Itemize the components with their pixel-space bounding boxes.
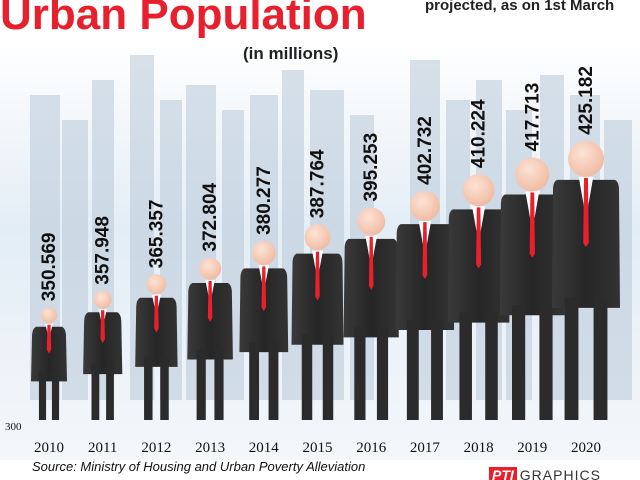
figure-suit	[83, 312, 123, 375]
value-label: 387.764	[308, 149, 329, 218]
figure-leg	[301, 334, 313, 420]
units-label: (in millions)	[243, 44, 339, 63]
figure-leg	[406, 320, 419, 420]
value-label: 417.713	[522, 83, 543, 152]
figure-leg	[91, 364, 100, 420]
figure-head	[568, 140, 604, 177]
credit-suffix: GRAPHICS	[519, 467, 601, 480]
figure-leg	[106, 364, 114, 420]
value-label: 425.182	[576, 66, 597, 135]
year-tick-label: 2011	[88, 440, 117, 456]
year-tick-label: 2013	[195, 440, 225, 456]
figure-bar	[31, 307, 67, 420]
figure-leg	[512, 305, 526, 420]
figure-tie	[583, 177, 589, 247]
figure-head	[304, 224, 331, 251]
year-tick-label: 2014	[249, 440, 280, 456]
figure-bar	[291, 224, 344, 420]
figure-leg	[51, 371, 60, 420]
figure-leg	[144, 356, 153, 420]
figure-bar	[499, 157, 565, 420]
year-tick-label: 2016	[356, 440, 387, 456]
figure-tie	[261, 266, 267, 312]
value-label: 402.732	[415, 116, 436, 185]
year-tick-label: 2020	[571, 440, 601, 456]
figures-layer	[31, 140, 620, 420]
figure-bar	[135, 274, 178, 420]
figure-tie	[207, 281, 213, 322]
figure-leg	[268, 342, 279, 420]
labels-layer: 350.569 2010 357.948 2011 365.357 2012 372.804…	[5, 66, 601, 456]
figure-bar	[447, 174, 510, 420]
figure-leg	[485, 312, 498, 420]
figure-head	[409, 190, 440, 221]
credit-brand: PTI	[489, 467, 517, 480]
figure-bar	[83, 290, 123, 420]
year-tick-label: 2012	[141, 440, 171, 456]
value-label: 365.357	[146, 200, 167, 269]
figure-head	[251, 240, 276, 265]
figure-leg	[564, 297, 579, 420]
source-note: Source: Ministry of Housing and Urban Po…	[32, 459, 366, 474]
value-label: 350.569	[39, 233, 60, 302]
figure-head	[93, 290, 112, 309]
figure-leg	[160, 356, 169, 420]
figure-bar	[395, 190, 455, 420]
figure-leg	[196, 349, 206, 420]
projection-note: projected, as on 1st March	[425, 0, 615, 14]
figure-head	[146, 274, 167, 295]
figure-leg	[354, 327, 366, 420]
year-tick-label: 2018	[464, 440, 494, 456]
figure-tie	[476, 207, 482, 269]
figure-leg	[376, 327, 389, 420]
figure-bar	[343, 207, 399, 420]
baseline-label: 300	[5, 421, 22, 433]
figure-tie	[46, 324, 52, 354]
value-label: 357.948	[93, 216, 114, 285]
figure-head	[199, 257, 222, 280]
year-tick-label: 2010	[34, 440, 64, 456]
value-label: 410.224	[469, 99, 490, 168]
figure-tie	[422, 222, 428, 280]
figure-tie	[315, 251, 320, 301]
figure-bar	[187, 257, 233, 420]
figure-bar	[552, 140, 620, 420]
figure-tie	[100, 310, 105, 344]
figure-bar	[239, 240, 289, 420]
figure-head	[515, 157, 550, 192]
figure-head	[357, 207, 386, 236]
value-label: 372.804	[200, 182, 221, 251]
year-tick-label: 2015	[303, 440, 333, 456]
figure-leg	[214, 349, 224, 420]
year-tick-label: 2019	[517, 440, 547, 456]
figure-tie	[529, 192, 535, 258]
figure-leg	[431, 320, 443, 420]
chart-title: Urban Population	[0, 0, 367, 39]
figure-leg	[539, 305, 553, 420]
figure-leg	[322, 334, 334, 420]
figure-leg	[249, 342, 260, 420]
year-tick-label: 2017	[410, 440, 441, 456]
figure-leg	[593, 297, 608, 420]
figure-leg	[459, 312, 472, 420]
figure-tie	[154, 295, 159, 333]
figure-suit	[31, 326, 67, 382]
figure-head	[41, 307, 57, 324]
value-label: 395.253	[361, 133, 382, 202]
figure-leg	[38, 371, 47, 420]
value-label: 380.277	[254, 166, 275, 235]
figure-tie	[368, 236, 374, 290]
credit-logo: PTI GRAPHICS	[489, 466, 640, 480]
figure-head	[462, 174, 495, 207]
